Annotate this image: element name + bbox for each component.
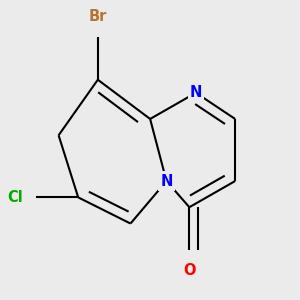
Text: Br: Br bbox=[88, 9, 107, 24]
Text: Cl: Cl bbox=[7, 190, 22, 205]
Text: O: O bbox=[183, 263, 196, 278]
Text: N: N bbox=[190, 85, 202, 100]
Text: N: N bbox=[160, 174, 173, 189]
